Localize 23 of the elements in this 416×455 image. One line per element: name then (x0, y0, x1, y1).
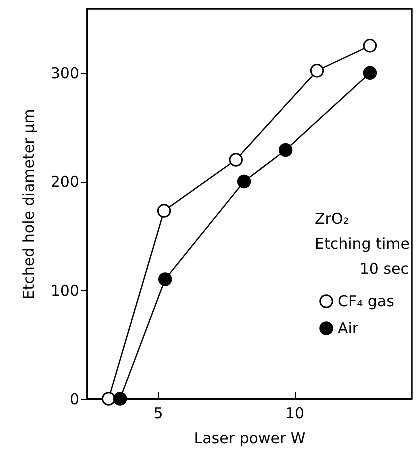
annotation: ZrO₂ (315, 210, 350, 228)
x-tick-label: 5 (154, 404, 164, 422)
y-tick-label: 200 (50, 173, 80, 192)
x-tick-label: 10 (286, 404, 305, 422)
point (158, 272, 172, 286)
annotation: 10 sec (360, 260, 409, 278)
y-tick-label: 100 (50, 282, 80, 300)
point (102, 392, 116, 406)
point (113, 392, 128, 406)
point (237, 174, 252, 189)
point (310, 64, 324, 78)
y-axis-title: Etched hole diameter μm (20, 109, 38, 300)
y-tick-label: 300 (50, 64, 80, 83)
legend-label: CF₄ gas (338, 292, 395, 310)
point (278, 143, 293, 158)
legend-label: Air (338, 320, 360, 338)
point (363, 39, 378, 53)
point (157, 204, 172, 218)
point (229, 153, 243, 167)
point (363, 66, 378, 80)
x-axis-title: Laser power W (194, 430, 306, 448)
annotation: Etching time (315, 235, 410, 253)
y-tick-label: 0 (70, 390, 80, 408)
